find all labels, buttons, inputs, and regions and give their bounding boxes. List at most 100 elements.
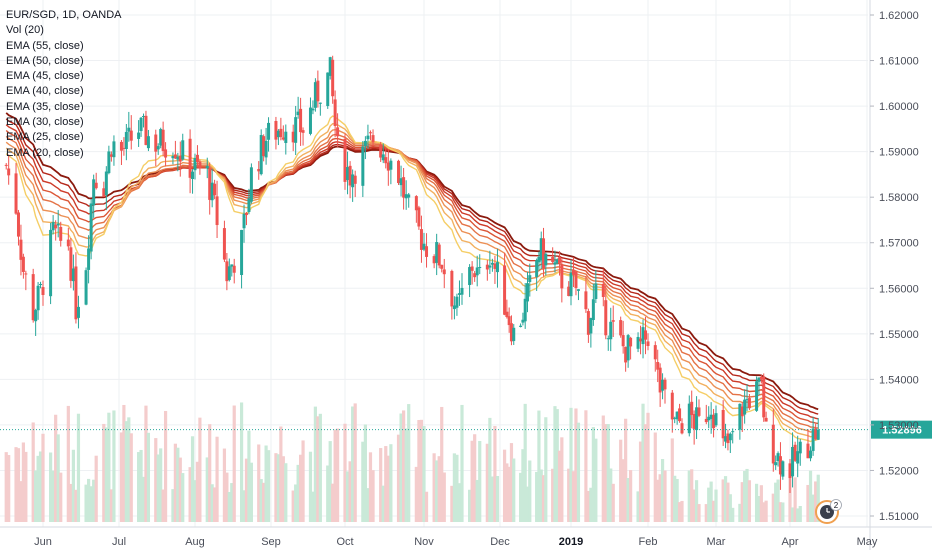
candle-body	[122, 147, 126, 149]
candle	[457, 280, 461, 306]
volume-bar	[407, 404, 411, 522]
volume-bar	[94, 455, 98, 522]
candle-body	[281, 137, 285, 140]
volume-bar	[195, 461, 200, 522]
candle-body	[291, 131, 295, 143]
candle	[629, 336, 633, 360]
volume-bar	[723, 476, 728, 522]
volume-bar	[386, 455, 390, 522]
volume-bar	[569, 407, 573, 522]
candle	[519, 323, 523, 328]
volume-bar	[281, 456, 285, 522]
badge-count: 2	[834, 501, 839, 510]
candle	[191, 169, 195, 194]
volume-bar	[399, 413, 403, 522]
candle-body	[788, 463, 792, 479]
candle	[475, 255, 479, 287]
ema-line-20	[5, 115, 819, 443]
volume-bar	[198, 417, 202, 522]
candle	[567, 281, 571, 297]
candle-body	[247, 198, 251, 212]
volume-bar	[811, 494, 815, 522]
candle	[762, 373, 766, 422]
volume-bar	[51, 470, 55, 522]
candle-body	[646, 341, 650, 347]
candle-body	[129, 130, 133, 141]
candle-body	[450, 270, 454, 307]
candle	[591, 283, 595, 326]
candle	[507, 307, 511, 333]
candle	[331, 55, 335, 104]
candle	[470, 261, 474, 285]
candle-body	[505, 311, 509, 318]
y-tick-label: 1.54000	[879, 374, 919, 386]
volume-bar	[468, 489, 472, 522]
candle-body	[176, 156, 180, 160]
candle-body	[59, 226, 63, 241]
candles	[4, 55, 820, 493]
candle	[663, 377, 667, 404]
candle-body	[621, 335, 625, 347]
candle	[161, 121, 165, 157]
volume-bar	[505, 463, 509, 522]
volume-bar	[301, 440, 305, 522]
candle-body	[264, 140, 268, 158]
candle-body	[473, 273, 477, 278]
candle	[661, 373, 665, 400]
candle	[521, 312, 525, 326]
volume-bar	[424, 491, 429, 522]
candle-body	[346, 167, 350, 181]
candle	[31, 268, 35, 323]
volume-bar	[205, 457, 209, 522]
candle	[198, 159, 202, 175]
candle-body	[611, 320, 615, 322]
volume-bar	[624, 418, 628, 522]
volume-bar	[604, 424, 608, 522]
candle-body	[488, 265, 492, 268]
candle	[107, 145, 111, 175]
candle	[299, 97, 303, 146]
volume-bar	[274, 453, 278, 522]
price-axis[interactable]: 1.62000 1.61000 1.60000 1.59000 1.58000 1.570…	[869, 0, 919, 550]
candle	[213, 179, 217, 200]
volume-bar	[190, 436, 195, 522]
volume-bar	[694, 480, 699, 522]
candle	[112, 135, 116, 166]
candle-body	[181, 140, 185, 160]
volume-bar	[396, 434, 401, 522]
volume-bar	[336, 428, 340, 522]
candle-body	[39, 283, 43, 285]
candle-body	[419, 229, 423, 250]
volume-bar	[311, 491, 315, 522]
candle	[425, 233, 429, 268]
candle	[361, 141, 365, 198]
volume-bar	[379, 448, 383, 522]
volume-bar	[144, 405, 148, 522]
volume-bar	[774, 482, 778, 522]
volume-bar	[452, 453, 456, 522]
events-badge[interactable]: 2	[815, 499, 842, 524]
candle	[36, 282, 40, 320]
candle	[51, 215, 55, 235]
volume-bar	[726, 482, 730, 522]
candle-body	[363, 140, 367, 147]
volume-bar	[4, 452, 8, 522]
candle-body	[574, 271, 578, 288]
volume-bar	[660, 459, 665, 522]
x-tick-label: Aug	[185, 536, 205, 548]
candle	[19, 224, 23, 276]
volume-bar	[215, 436, 219, 522]
candle-body	[704, 418, 708, 423]
time-axis[interactable]: Jun Jul Aug Sep Oct Nov Dec 2019 Feb Mar Apr May	[0, 526, 932, 548]
volume-bar	[419, 419, 424, 522]
volume-bar	[512, 458, 516, 522]
candle	[697, 399, 701, 418]
volume-bar	[259, 479, 263, 522]
x-tick-label: Oct	[336, 536, 353, 548]
candle-body	[74, 266, 78, 320]
candle	[284, 124, 288, 155]
volume-bar	[591, 427, 595, 522]
candle-body	[156, 146, 160, 150]
